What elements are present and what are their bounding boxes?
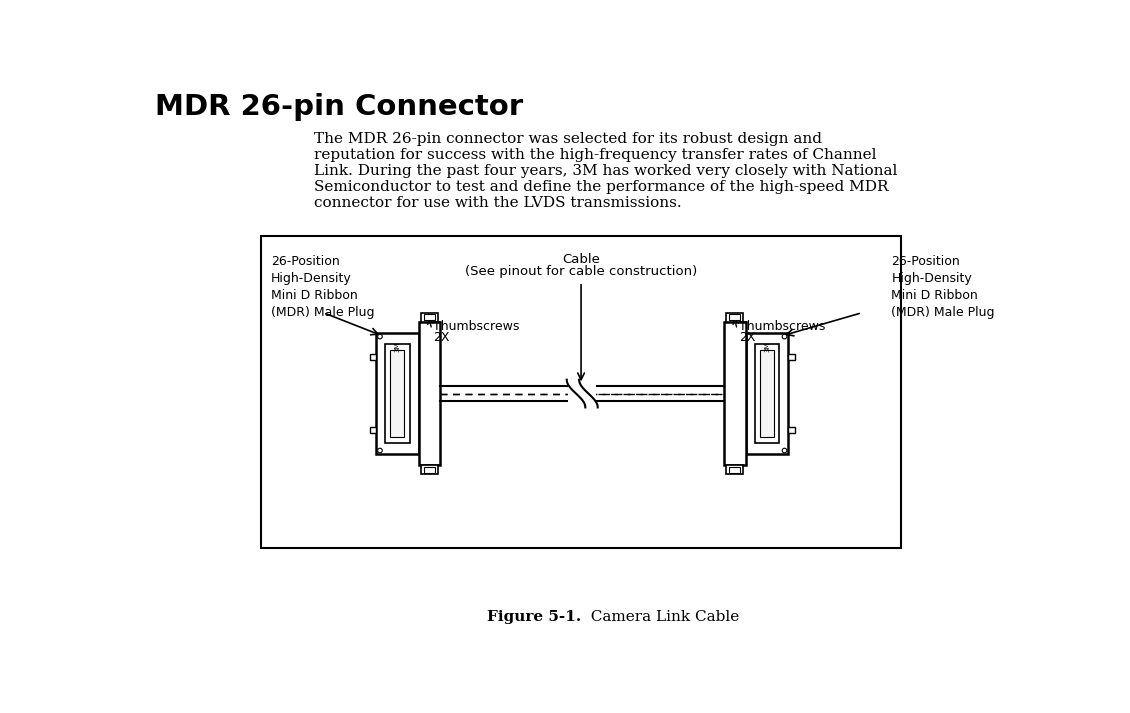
Text: 2X: 2X (739, 332, 755, 344)
Bar (370, 427, 376, 433)
Bar (421, 313, 438, 322)
Text: connector for use with the LVDS transmissions.: connector for use with the LVDS transmis… (314, 197, 681, 210)
Bar (261, 236, 901, 548)
Text: MDR 26-pin Connector: MDR 26-pin Connector (155, 93, 523, 121)
Circle shape (782, 448, 786, 453)
Text: The MDR 26-pin connector was selected for its robust design and: The MDR 26-pin connector was selected fo… (314, 132, 823, 145)
Bar (727, 313, 744, 322)
Bar (424, 467, 435, 473)
Text: Figure 5-1.: Figure 5-1. (487, 610, 581, 624)
Bar (724, 322, 746, 465)
Circle shape (377, 448, 382, 453)
Bar (390, 351, 405, 436)
Bar (730, 314, 740, 320)
Bar (424, 314, 435, 320)
Bar (755, 344, 780, 443)
Text: (See pinout for cable construction): (See pinout for cable construction) (464, 265, 697, 278)
Bar (727, 465, 744, 474)
Text: Thumbscrews: Thumbscrews (434, 319, 520, 333)
Bar (370, 354, 376, 360)
Text: 26-Position
High-Density
Mini D Ribbon
(MDR) Male Plug: 26-Position High-Density Mini D Ribbon (… (271, 255, 374, 319)
Text: 3M: 3M (394, 342, 400, 352)
Circle shape (377, 334, 382, 339)
Bar (419, 322, 441, 465)
Circle shape (782, 334, 786, 339)
Text: Cable: Cable (562, 252, 600, 266)
Bar (385, 344, 410, 443)
Text: Semiconductor to test and define the performance of the high-speed MDR: Semiconductor to test and define the per… (314, 180, 888, 194)
Bar (760, 351, 774, 436)
Text: reputation for success with the high-frequency transfer rates of Channel: reputation for success with the high-fre… (314, 148, 877, 162)
Bar (789, 354, 794, 360)
Bar (730, 467, 740, 473)
Bar (421, 465, 438, 474)
Bar (376, 333, 419, 454)
Bar (568, 378, 597, 409)
Text: 2X: 2X (434, 332, 450, 344)
Bar (746, 333, 789, 454)
Bar (789, 427, 794, 433)
Text: Camera Link Cable: Camera Link Cable (581, 610, 739, 624)
Text: Thumbscrews: Thumbscrews (739, 319, 825, 333)
Text: 3M: 3M (764, 342, 770, 352)
Text: 26-Position
High-Density
Mini D Ribbon
(MDR) Male Plug: 26-Position High-Density Mini D Ribbon (… (892, 255, 994, 319)
Text: Link. During the past four years, 3M has worked very closely with National: Link. During the past four years, 3M has… (314, 164, 897, 178)
